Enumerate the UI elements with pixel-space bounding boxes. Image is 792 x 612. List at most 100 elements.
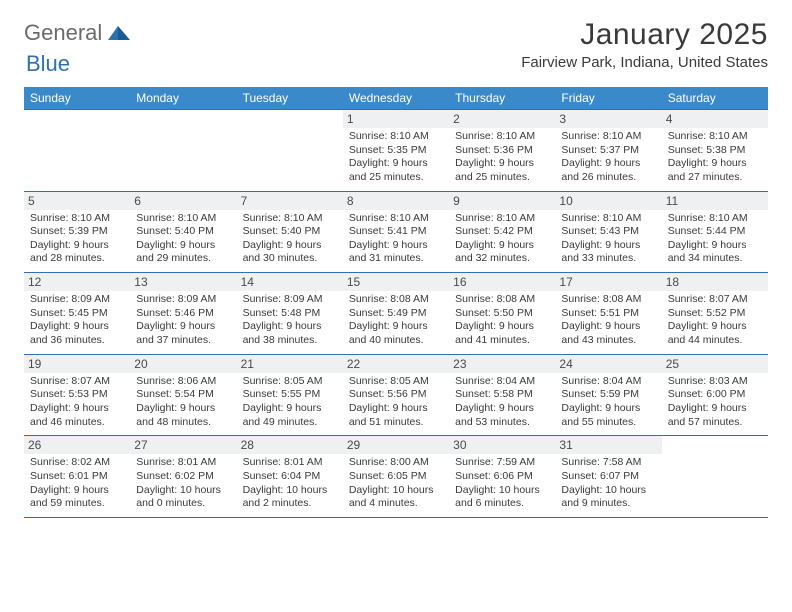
sunset-line: Sunset: 6:05 PM [349,470,443,484]
empty-cell [237,110,343,191]
sunset-line: Sunset: 5:40 PM [243,225,337,239]
sunset-line: Sunset: 5:44 PM [668,225,762,239]
day-details: Sunrise: 8:10 AMSunset: 5:39 PMDaylight:… [30,212,124,267]
sunrise-line: Sunrise: 7:59 AM [455,456,549,470]
calendar: SundayMondayTuesdayWednesdayThursdayFrid… [24,87,768,518]
daylight-line: Daylight: 9 hours and 55 minutes. [561,402,655,429]
day-cell: 29Sunrise: 8:00 AMSunset: 6:05 PMDayligh… [343,436,449,517]
day-details: Sunrise: 8:01 AMSunset: 6:02 PMDaylight:… [136,456,230,511]
day-number: 22 [343,355,449,373]
daylight-line: Daylight: 9 hours and 25 minutes. [349,157,443,184]
daylight-line: Daylight: 9 hours and 53 minutes. [455,402,549,429]
day-cell: 11Sunrise: 8:10 AMSunset: 5:44 PMDayligh… [662,192,768,273]
weeks-container: 1Sunrise: 8:10 AMSunset: 5:35 PMDaylight… [24,109,768,518]
daylight-line: Daylight: 9 hours and 26 minutes. [561,157,655,184]
day-details: Sunrise: 8:05 AMSunset: 5:55 PMDaylight:… [243,375,337,430]
sunset-line: Sunset: 5:50 PM [455,307,549,321]
day-details: Sunrise: 8:07 AMSunset: 5:53 PMDaylight:… [30,375,124,430]
sunrise-line: Sunrise: 8:10 AM [243,212,337,226]
sunrise-line: Sunrise: 8:04 AM [455,375,549,389]
day-number: 31 [555,436,661,454]
daylight-line: Daylight: 9 hours and 57 minutes. [668,402,762,429]
day-number: 10 [555,192,661,210]
empty-cell [662,436,768,517]
day-number: 25 [662,355,768,373]
day-cell: 31Sunrise: 7:58 AMSunset: 6:07 PMDayligh… [555,436,661,517]
sunrise-line: Sunrise: 8:05 AM [349,375,443,389]
sunrise-line: Sunrise: 7:58 AM [561,456,655,470]
logo-text-blue: Blue [26,51,70,76]
sunset-line: Sunset: 5:35 PM [349,144,443,158]
sunrise-line: Sunrise: 8:10 AM [561,212,655,226]
sunset-line: Sunset: 5:54 PM [136,388,230,402]
daylight-line: Daylight: 9 hours and 25 minutes. [455,157,549,184]
sunset-line: Sunset: 5:37 PM [561,144,655,158]
daylight-line: Daylight: 9 hours and 38 minutes. [243,320,337,347]
day-number: 13 [130,273,236,291]
day-number: 14 [237,273,343,291]
day-number: 8 [343,192,449,210]
day-cell: 21Sunrise: 8:05 AMSunset: 5:55 PMDayligh… [237,355,343,436]
daylight-line: Daylight: 9 hours and 49 minutes. [243,402,337,429]
day-details: Sunrise: 8:09 AMSunset: 5:48 PMDaylight:… [243,293,337,348]
daylight-line: Daylight: 9 hours and 59 minutes. [30,484,124,511]
day-cell: 12Sunrise: 8:09 AMSunset: 5:45 PMDayligh… [24,273,130,354]
day-details: Sunrise: 8:10 AMSunset: 5:37 PMDaylight:… [561,130,655,185]
sunrise-line: Sunrise: 8:02 AM [30,456,124,470]
day-details: Sunrise: 8:07 AMSunset: 5:52 PMDaylight:… [668,293,762,348]
daylight-line: Daylight: 9 hours and 46 minutes. [30,402,124,429]
day-cell: 3Sunrise: 8:10 AMSunset: 5:37 PMDaylight… [555,110,661,191]
sunset-line: Sunset: 5:51 PM [561,307,655,321]
sunset-line: Sunset: 5:52 PM [668,307,762,321]
week-row: 19Sunrise: 8:07 AMSunset: 5:53 PMDayligh… [24,354,768,436]
day-cell: 1Sunrise: 8:10 AMSunset: 5:35 PMDaylight… [343,110,449,191]
week-row: 1Sunrise: 8:10 AMSunset: 5:35 PMDaylight… [24,109,768,191]
sunset-line: Sunset: 5:58 PM [455,388,549,402]
day-details: Sunrise: 8:10 AMSunset: 5:42 PMDaylight:… [455,212,549,267]
sunrise-line: Sunrise: 8:03 AM [668,375,762,389]
weekday-cell: Monday [130,87,236,109]
daylight-line: Daylight: 9 hours and 43 minutes. [561,320,655,347]
sunrise-line: Sunrise: 8:10 AM [349,212,443,226]
sunset-line: Sunset: 5:43 PM [561,225,655,239]
logo: General [24,20,134,46]
day-details: Sunrise: 8:09 AMSunset: 5:46 PMDaylight:… [136,293,230,348]
day-number: 2 [449,110,555,128]
sunrise-line: Sunrise: 8:08 AM [455,293,549,307]
day-number: 5 [24,192,130,210]
sunset-line: Sunset: 5:48 PM [243,307,337,321]
sunrise-line: Sunrise: 8:10 AM [349,130,443,144]
day-cell: 19Sunrise: 8:07 AMSunset: 5:53 PMDayligh… [24,355,130,436]
day-details: Sunrise: 8:08 AMSunset: 5:49 PMDaylight:… [349,293,443,348]
sunset-line: Sunset: 6:00 PM [668,388,762,402]
sunset-line: Sunset: 5:45 PM [30,307,124,321]
sunset-line: Sunset: 6:04 PM [243,470,337,484]
day-number: 15 [343,273,449,291]
month-title: January 2025 [521,18,768,52]
sunrise-line: Sunrise: 8:10 AM [455,130,549,144]
week-row: 26Sunrise: 8:02 AMSunset: 6:01 PMDayligh… [24,435,768,518]
sunset-line: Sunset: 6:06 PM [455,470,549,484]
day-details: Sunrise: 8:08 AMSunset: 5:50 PMDaylight:… [455,293,549,348]
day-cell: 25 Sunrise: 8:03 AMSunset: 6:00 PMDayligh… [662,355,768,436]
day-number: 30 [449,436,555,454]
day-details: Sunrise: 8:10 AMSunset: 5:43 PMDaylight:… [561,212,655,267]
day-cell: 4Sunrise: 8:10 AMSunset: 5:38 PMDaylight… [662,110,768,191]
sunset-line: Sunset: 5:46 PM [136,307,230,321]
weekday-cell: Sunday [24,87,130,109]
day-details: Sunrise: 7:59 AMSunset: 6:06 PMDaylight:… [455,456,549,511]
day-cell: 10 Sunrise: 8:10 AMSunset: 5:43 PMDayligh… [555,192,661,273]
sunrise-line: Sunrise: 8:06 AM [136,375,230,389]
day-cell: 20Sunrise: 8:06 AMSunset: 5:54 PMDayligh… [130,355,236,436]
day-details: Sunrise: 8:10 AMSunset: 5:36 PMDaylight:… [455,130,549,185]
sunset-line: Sunset: 5:39 PM [30,225,124,239]
week-row: 5Sunrise: 8:10 AMSunset: 5:39 PMDaylight… [24,191,768,273]
day-details: Sunrise: 8:10 AMSunset: 5:41 PMDaylight:… [349,212,443,267]
daylight-line: Daylight: 9 hours and 27 minutes. [668,157,762,184]
day-number: 11 [662,192,768,210]
logo-mark-icon [108,24,132,42]
day-details: Sunrise: 8:10 AMSunset: 5:38 PMDaylight:… [668,130,762,185]
daylight-line: Daylight: 10 hours and 4 minutes. [349,484,443,511]
sunrise-line: Sunrise: 8:10 AM [30,212,124,226]
daylight-line: Daylight: 9 hours and 34 minutes. [668,239,762,266]
